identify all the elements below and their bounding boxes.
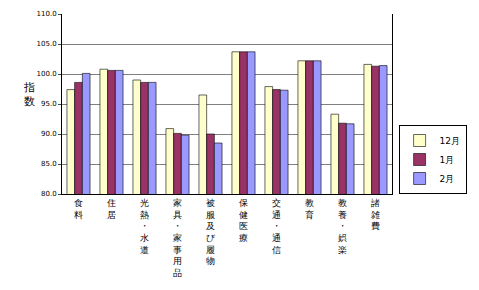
svg-text:2月: 2月 [440, 174, 455, 184]
svg-text:交通・通信: 交通・通信 [272, 198, 281, 255]
svg-text:家具・家事用品: 家具・家事用品 [173, 198, 182, 278]
svg-text:指数: 指数 [23, 81, 35, 108]
svg-text:諸雑費: 諸雑費 [371, 198, 380, 231]
svg-text:被服及び履物: 被服及び履物 [206, 198, 216, 266]
svg-text:100.0: 100.0 [37, 70, 57, 78]
svg-text:保健医療: 保健医療 [239, 198, 248, 243]
svg-text:12月: 12月 [440, 136, 460, 146]
svg-text:1月: 1月 [440, 155, 455, 165]
svg-text:光熱・水道: 光熱・水道 [140, 198, 149, 255]
svg-text:教育: 教育 [305, 198, 314, 220]
svg-text:80.0: 80.0 [41, 190, 57, 198]
svg-text:110.0: 110.0 [37, 10, 57, 18]
svg-text:95.0: 95.0 [41, 100, 57, 108]
svg-text:教養・娯楽: 教養・娯楽 [338, 198, 347, 255]
svg-text:住居: 住居 [107, 198, 116, 220]
svg-text:90.0: 90.0 [41, 130, 57, 138]
svg-text:食料: 食料 [74, 198, 83, 220]
svg-text:85.0: 85.0 [41, 160, 57, 168]
svg-text:105.0: 105.0 [37, 40, 57, 48]
